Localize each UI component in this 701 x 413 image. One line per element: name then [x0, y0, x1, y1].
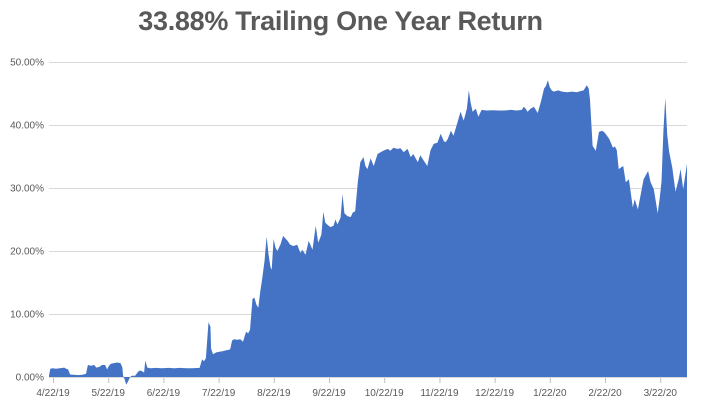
y-axis-tick-label: 20.00%: [10, 247, 44, 258]
y-axis-tick-label: 50.00%: [10, 58, 44, 69]
x-axis-tick-label: 2/22/20: [588, 388, 622, 399]
x-axis-tick-label: 8/22/19: [257, 388, 291, 399]
x-axis-tick-label: 7/22/19: [202, 388, 236, 399]
x-axis-tick-label: 12/22/19: [475, 388, 514, 399]
x-axis-tick-label: 9/22/19: [312, 388, 346, 399]
x-axis-tick-label: 6/22/19: [147, 388, 181, 399]
x-axis-tick-label: 3/22/20: [644, 388, 678, 399]
chart-title: 33.88% Trailing One Year Return: [138, 6, 543, 36]
y-axis-tick-label: 40.00%: [10, 121, 44, 132]
y-axis-tick-label: 30.00%: [10, 184, 44, 195]
x-axis-tick-label: 4/22/19: [36, 388, 70, 399]
return-area-series: [49, 80, 687, 385]
x-axis-tick-label: 5/22/19: [92, 388, 126, 399]
y-axis-tick-label: 10.00%: [10, 310, 44, 321]
x-axis-tick-label: 10/22/19: [365, 388, 404, 399]
x-axis-tick-label: 11/22/19: [420, 388, 459, 399]
x-axis-tick-label: 1/22/20: [533, 388, 567, 399]
y-axis-tick-label: 0.00%: [16, 373, 44, 384]
